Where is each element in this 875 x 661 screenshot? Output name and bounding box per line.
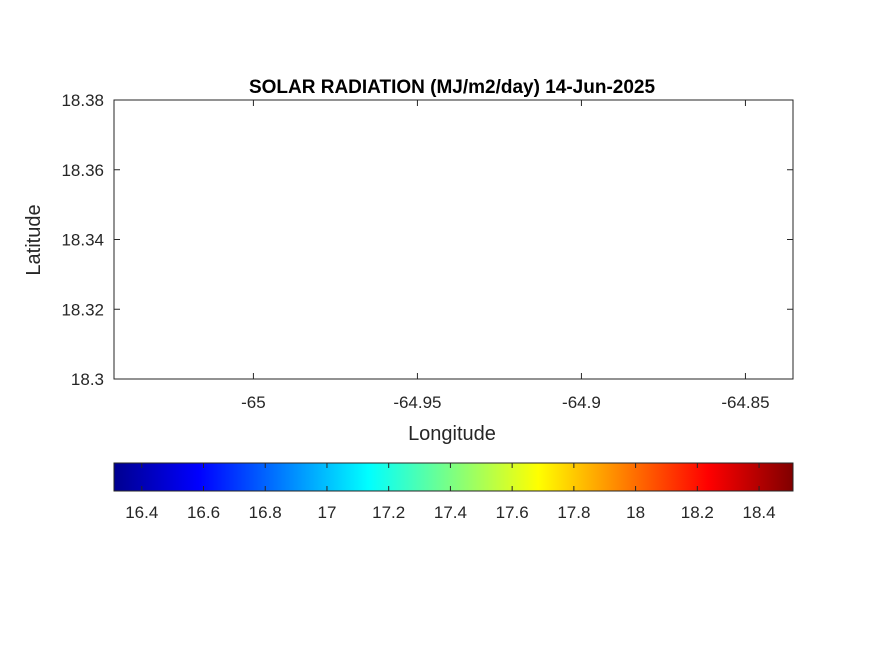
plot-area	[114, 100, 793, 379]
chart-title: SOLAR RADIATION (MJ/m2/day) 14-Jun-2025	[249, 77, 656, 98]
